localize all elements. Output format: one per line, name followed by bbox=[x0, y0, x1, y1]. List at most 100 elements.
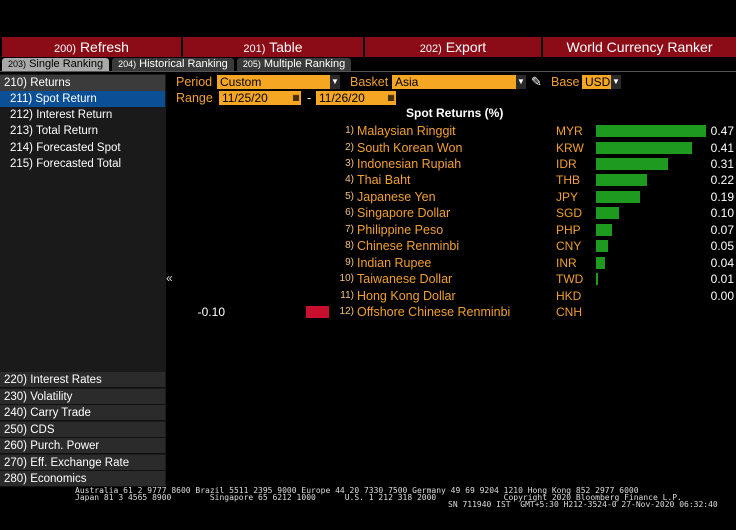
table-row[interactable]: 5) Japanese Yen JPY 0.19 bbox=[0, 189, 736, 205]
row-currency-name: Indonesian Rupiah bbox=[357, 157, 462, 171]
period-dropdown-icon[interactable]: ▼ bbox=[330, 75, 340, 89]
tab-single-ranking[interactable]: 203) Single Ranking bbox=[2, 58, 110, 71]
table-row[interactable]: 3) Indonesian Rupiah IDR 0.31 bbox=[0, 156, 736, 172]
basket-label: Basket bbox=[350, 75, 389, 89]
row-rank: 7) bbox=[345, 224, 354, 235]
function-toolbar: 200) Refresh 201) Table 202) Export Worl… bbox=[2, 37, 736, 57]
range-start-input[interactable]: 11/25/20 bbox=[219, 91, 291, 105]
basket-select[interactable]: Asia bbox=[392, 75, 516, 89]
tab-number: 203) bbox=[8, 59, 27, 69]
sidebar-item-spot-return[interactable]: 211) Spot Return bbox=[0, 91, 165, 107]
row-currency-name: Japanese Yen bbox=[357, 190, 436, 204]
tab-multiple-ranking[interactable]: 205) Multiple Ranking bbox=[236, 58, 352, 71]
row-currency-code: HKD bbox=[556, 289, 582, 303]
row-return-value: 0.19 bbox=[710, 190, 734, 204]
row-rank: 9) bbox=[345, 257, 354, 268]
sidebar-item-interest-rates[interactable]: 220) Interest Rates bbox=[0, 372, 165, 388]
table-number: 201) bbox=[243, 43, 266, 55]
sidebar-item-eff-exchange-rate[interactable]: 270) Eff. Exchange Rate bbox=[0, 455, 165, 471]
table-row[interactable]: 8) Chinese Renminbi CNY 0.05 bbox=[0, 238, 736, 254]
footer-line: SN 711940 IST GMT+5:30 H212-3524-0 27-No… bbox=[448, 500, 718, 509]
row-currency-code: KRW bbox=[556, 141, 584, 155]
row-return-value: 0.07 bbox=[710, 223, 734, 237]
row-return-value: 0.05 bbox=[710, 239, 734, 253]
sidebar-item-purch-power[interactable]: 260) Purch. Power bbox=[0, 438, 165, 454]
export-label: Export bbox=[445, 39, 487, 55]
row-currency-code: CNH bbox=[556, 305, 582, 319]
tab-label: Multiple Ranking bbox=[263, 58, 346, 70]
sidebar-item-cds[interactable]: 250) CDS bbox=[0, 422, 165, 438]
row-currency-code: PHP bbox=[556, 223, 581, 237]
tab-number: 204) bbox=[118, 59, 137, 69]
row-currency-code: CNY bbox=[556, 239, 582, 253]
row-rank: 6) bbox=[345, 207, 354, 218]
range-end-input[interactable]: 11/26/20 bbox=[316, 91, 386, 105]
table-button[interactable]: 201) Table bbox=[183, 37, 365, 57]
sidebar: 210) Returns 211) Spot Return 212) Inter… bbox=[0, 74, 166, 487]
sidebar-item-interest-return[interactable]: 212) Interest Return bbox=[10, 109, 113, 121]
row-currency-name: South Korean Won bbox=[357, 141, 463, 155]
refresh-label: Refresh bbox=[79, 39, 129, 55]
row-rank: 12) bbox=[339, 306, 354, 317]
footer-contacts: Australia 61 2 9777 8600 Brazil 5511 239… bbox=[75, 486, 718, 509]
row-currency-code: MYR bbox=[556, 124, 583, 138]
row-currency-code: INR bbox=[556, 256, 577, 270]
table-label: Table bbox=[269, 39, 303, 55]
return-bar bbox=[596, 174, 648, 186]
return-bar bbox=[596, 273, 599, 285]
sidebar-item-total-return[interactable]: 213) Total Return bbox=[10, 125, 99, 137]
table-row[interactable]: 11) Hong Kong Dollar HKD 0.00 bbox=[0, 288, 736, 304]
row-return-value: -0.10 bbox=[197, 305, 225, 319]
table-row[interactable]: 4) Thai Baht THB 0.22 bbox=[0, 172, 736, 188]
row-rank: 2) bbox=[345, 142, 354, 153]
return-bar bbox=[596, 224, 613, 236]
sidebar-item-carry-trade[interactable]: 240) Carry Trade bbox=[0, 405, 165, 421]
range-start-calendar-icon[interactable]: ▦ bbox=[291, 91, 301, 105]
row-return-value: 0.22 bbox=[710, 173, 734, 187]
period-select[interactable]: Custom bbox=[217, 75, 330, 89]
row-return-value: 0.04 bbox=[710, 256, 734, 270]
base-label: Base bbox=[551, 75, 580, 89]
row-currency-name: Hong Kong Dollar bbox=[357, 289, 456, 303]
export-number: 202) bbox=[419, 43, 442, 55]
row-currency-name: Philippine Peso bbox=[357, 223, 444, 237]
sidebar-item-forecasted-total[interactable]: 215) Forecasted Total bbox=[10, 158, 122, 170]
table-row[interactable]: 7) Philippine Peso PHP 0.07 bbox=[0, 222, 736, 238]
spot-returns-header: Spot Returns (%) bbox=[406, 106, 504, 120]
sidebar-item-economics[interactable]: 280) Economics bbox=[0, 471, 165, 487]
collapse-sidebar-icon[interactable]: « bbox=[166, 271, 173, 285]
row-currency-name: Malaysian Ringgit bbox=[357, 124, 456, 138]
table-row[interactable]: -0.10 12) Offshore Chinese Renminbi CNH bbox=[0, 304, 736, 320]
basket-dropdown-icon[interactable]: ▼ bbox=[516, 75, 526, 89]
row-return-value: 0.01 bbox=[710, 272, 734, 286]
base-select[interactable]: USD bbox=[582, 75, 611, 89]
row-return-value: 0.31 bbox=[710, 157, 734, 171]
return-bar bbox=[596, 240, 608, 252]
sidebar-item-forecasted-spot[interactable]: 214) Forecasted Spot bbox=[10, 142, 121, 154]
row-rank: 1) bbox=[345, 125, 354, 136]
row-rank: 10) bbox=[339, 273, 354, 284]
tab-historical-ranking[interactable]: 204) Historical Ranking bbox=[112, 58, 234, 71]
footer-line: Australia 61 2 9777 8600 Brazil 5511 239… bbox=[75, 486, 639, 495]
return-bar bbox=[596, 207, 620, 219]
table-row[interactable]: 10) Taiwanese Dollar TWD 0.01 bbox=[0, 271, 736, 287]
table-row[interactable]: 1) Malaysian Ringgit MYR 0.47 bbox=[0, 123, 736, 139]
refresh-button[interactable]: 200) Refresh bbox=[2, 37, 183, 57]
table-row[interactable]: 6) Singapore Dollar SGD 0.10 bbox=[0, 205, 736, 221]
sidebar-item-volatility[interactable]: 230) Volatility bbox=[0, 389, 165, 405]
table-row[interactable]: 2) South Korean Won KRW 0.41 bbox=[0, 140, 736, 156]
edit-basket-icon[interactable]: ✎ bbox=[531, 74, 542, 89]
refresh-number: 200) bbox=[54, 43, 77, 55]
table-row[interactable]: 9) Indian Rupee INR 0.04 bbox=[0, 255, 736, 271]
row-return-value: 0.47 bbox=[710, 124, 734, 138]
base-dropdown-icon[interactable]: ▼ bbox=[611, 75, 621, 89]
return-bar bbox=[306, 306, 330, 318]
row-return-value: 0.41 bbox=[710, 141, 734, 155]
return-bar bbox=[596, 257, 606, 269]
tab-label: Single Ranking bbox=[29, 58, 104, 70]
period-label: Period bbox=[176, 75, 213, 89]
sidebar-item-returns[interactable]: 210) Returns bbox=[0, 75, 165, 91]
export-button[interactable]: 202) Export bbox=[365, 37, 543, 57]
row-return-value: 0.10 bbox=[710, 206, 734, 220]
range-end-calendar-icon[interactable]: ▦ bbox=[386, 91, 396, 105]
